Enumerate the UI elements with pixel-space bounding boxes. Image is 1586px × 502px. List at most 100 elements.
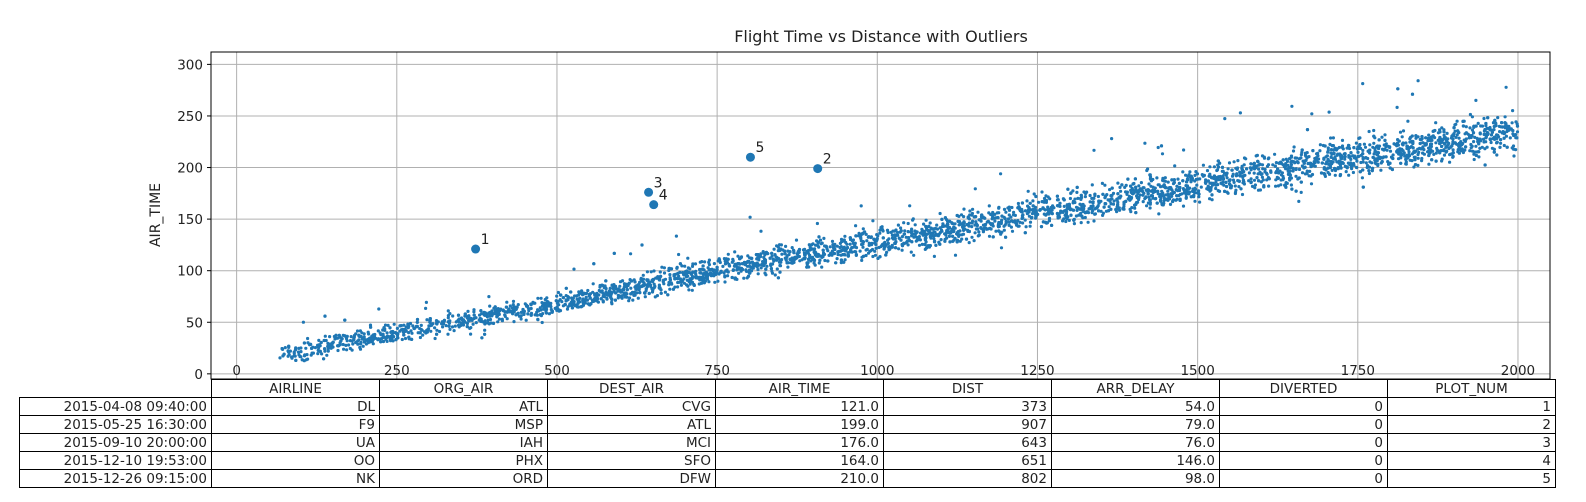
flight-point bbox=[1164, 186, 1168, 190]
flight-point bbox=[1262, 155, 1266, 159]
flight-point bbox=[1349, 161, 1353, 165]
flight-point bbox=[1208, 181, 1212, 185]
flight-point bbox=[618, 284, 622, 288]
flight-point bbox=[478, 317, 482, 321]
flight-point bbox=[882, 242, 886, 246]
flight-point bbox=[968, 209, 972, 213]
flight-point bbox=[1372, 156, 1376, 160]
flight-point bbox=[792, 260, 796, 264]
flight-point bbox=[1309, 182, 1314, 186]
flight-point bbox=[1370, 161, 1374, 165]
flight-point bbox=[1259, 180, 1263, 184]
flight-point bbox=[591, 282, 595, 286]
flight-point bbox=[996, 225, 1001, 229]
flight-point bbox=[1284, 164, 1288, 168]
flight-point bbox=[756, 272, 760, 276]
flight-point bbox=[1215, 175, 1219, 179]
flight-point bbox=[456, 313, 461, 317]
flight-point bbox=[1420, 135, 1424, 139]
flight-point bbox=[1111, 191, 1116, 195]
flight-point bbox=[1225, 190, 1229, 194]
flight-point bbox=[727, 264, 731, 268]
flight-point bbox=[529, 302, 533, 306]
flight-point bbox=[659, 288, 663, 292]
flight-point bbox=[629, 292, 633, 296]
flight-point bbox=[1101, 192, 1105, 196]
flight-point bbox=[837, 249, 841, 253]
flight-point bbox=[1416, 156, 1420, 160]
flight-point bbox=[1141, 193, 1145, 197]
flight-point bbox=[345, 334, 349, 338]
flight-point bbox=[909, 230, 913, 234]
flight-point bbox=[434, 321, 439, 325]
flight-point bbox=[471, 322, 475, 326]
flight-point bbox=[1196, 191, 1200, 195]
flight-point bbox=[1193, 179, 1197, 183]
flight-point bbox=[1007, 223, 1011, 227]
flight-point bbox=[854, 246, 859, 250]
flight-point bbox=[1149, 179, 1153, 183]
flight-point bbox=[505, 300, 509, 304]
flight-point bbox=[1138, 187, 1142, 191]
flight-point bbox=[1240, 168, 1245, 172]
flight-point bbox=[1311, 149, 1315, 153]
flight-point bbox=[776, 257, 781, 261]
x-tick-label: 1000 bbox=[860, 363, 894, 379]
flight-point bbox=[1434, 159, 1438, 163]
flight-point bbox=[1455, 119, 1459, 123]
flight-point bbox=[894, 240, 898, 244]
flight-point bbox=[419, 323, 423, 327]
flight-point bbox=[671, 287, 676, 291]
flight-point bbox=[627, 299, 631, 303]
flight-point bbox=[913, 232, 917, 236]
flight-point bbox=[772, 258, 776, 262]
flight-point bbox=[912, 253, 916, 257]
flight-point bbox=[376, 338, 380, 342]
flight-point bbox=[943, 216, 948, 220]
flight-point bbox=[378, 331, 382, 335]
flight-point bbox=[1133, 177, 1137, 181]
flight-point bbox=[726, 252, 730, 256]
flight-point bbox=[479, 309, 483, 313]
flight-point bbox=[1042, 196, 1047, 201]
cell-arr-delay: 76.0 bbox=[1051, 433, 1220, 452]
flight-point bbox=[1391, 156, 1395, 161]
cell-air-time: 199.0 bbox=[715, 415, 884, 434]
flight-point bbox=[1062, 217, 1066, 221]
flight-point bbox=[733, 262, 737, 266]
flight-point bbox=[686, 284, 690, 288]
cell-air-time: 164.0 bbox=[715, 451, 884, 470]
flight-point bbox=[1448, 160, 1452, 164]
flight-point bbox=[472, 310, 476, 314]
flight-point bbox=[860, 258, 864, 262]
flight-point bbox=[1055, 194, 1059, 198]
flight-point bbox=[1297, 157, 1301, 161]
flight-point bbox=[674, 234, 679, 238]
flight-point bbox=[535, 310, 539, 314]
flight-point bbox=[748, 215, 752, 219]
flight-point bbox=[486, 321, 490, 325]
flight-point bbox=[961, 222, 965, 226]
flight-point bbox=[872, 237, 876, 241]
flight-point bbox=[448, 327, 452, 331]
flight-point bbox=[970, 235, 974, 239]
flight-point bbox=[1499, 138, 1503, 142]
flight-point bbox=[1274, 184, 1278, 188]
flight-point bbox=[1327, 162, 1331, 166]
flight-point bbox=[1260, 175, 1264, 179]
flight-point bbox=[643, 291, 647, 295]
flight-point bbox=[873, 249, 877, 253]
flight-point bbox=[1310, 164, 1315, 168]
flight-point bbox=[792, 251, 796, 255]
flight-point bbox=[563, 302, 567, 307]
flight-point bbox=[1477, 150, 1481, 154]
flight-point bbox=[541, 312, 545, 316]
flight-point bbox=[903, 229, 907, 233]
flight-point bbox=[1299, 180, 1303, 184]
flight-point bbox=[1256, 159, 1260, 163]
flight-point bbox=[1006, 217, 1011, 221]
flight-point bbox=[292, 351, 296, 355]
flight-point bbox=[821, 254, 825, 258]
flight-point bbox=[934, 232, 938, 236]
flight-point bbox=[886, 241, 890, 245]
